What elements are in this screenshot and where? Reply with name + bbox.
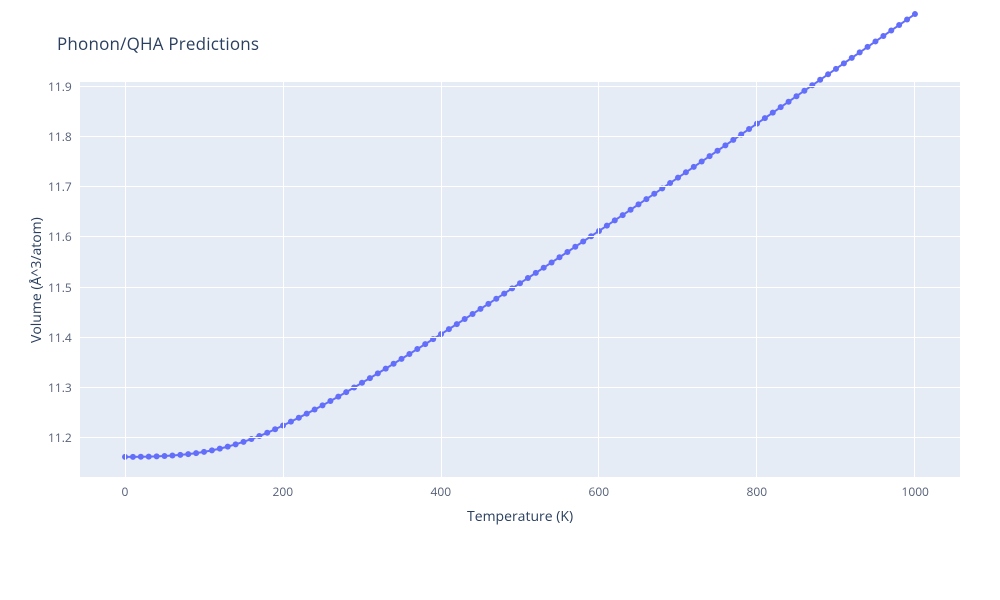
x-gridline — [125, 82, 126, 477]
x-gridline — [441, 82, 442, 477]
x-gridline — [598, 82, 599, 477]
x-tick-label: 600 — [588, 483, 609, 500]
y-tick-label: 11.5 — [48, 279, 72, 296]
x-tick-label: 200 — [273, 483, 294, 500]
y-gridline — [80, 236, 960, 237]
series-marker[interactable] — [857, 49, 863, 55]
chart-container: Phonon/QHA Predictions Temperature (K) V… — [0, 0, 1000, 600]
y-gridline — [80, 186, 960, 187]
series-marker[interactable] — [865, 44, 871, 50]
series-marker[interactable] — [880, 33, 886, 39]
x-tick-label: 0 — [122, 483, 129, 500]
series-marker[interactable] — [904, 17, 910, 23]
series-marker[interactable] — [849, 55, 855, 61]
series-marker[interactable] — [841, 60, 847, 66]
x-gridline — [283, 82, 284, 477]
x-tick-label: 400 — [431, 483, 452, 500]
y-tick-label: 11.7 — [48, 178, 72, 195]
y-tick-label: 11.3 — [48, 379, 72, 396]
plot-area[interactable] — [80, 82, 960, 477]
x-axis-title: Temperature (K) — [467, 507, 573, 526]
y-axis-title: Volume (Å^3/atom) — [27, 217, 46, 343]
y-tick-label: 11.6 — [48, 228, 72, 245]
y-tick-label: 11.2 — [48, 429, 72, 446]
y-tick-label: 11.9 — [48, 78, 72, 95]
y-gridline — [80, 136, 960, 137]
x-tick-label: 1000 — [901, 483, 928, 500]
y-gridline — [80, 437, 960, 438]
series-marker[interactable] — [833, 66, 839, 72]
y-gridline — [80, 86, 960, 87]
x-tick-label: 800 — [746, 483, 767, 500]
series-marker[interactable] — [896, 22, 902, 28]
y-gridline — [80, 287, 960, 288]
y-gridline — [80, 337, 960, 338]
series-marker[interactable] — [825, 71, 831, 77]
series-marker[interactable] — [872, 38, 878, 44]
y-tick-label: 11.4 — [48, 329, 72, 346]
y-gridline — [80, 387, 960, 388]
series-marker[interactable] — [888, 27, 894, 33]
y-tick-label: 11.8 — [48, 128, 72, 145]
x-gridline — [756, 82, 757, 477]
series-marker[interactable] — [912, 11, 918, 17]
chart-title: Phonon/QHA Predictions — [57, 32, 259, 55]
x-gridline — [914, 82, 915, 477]
